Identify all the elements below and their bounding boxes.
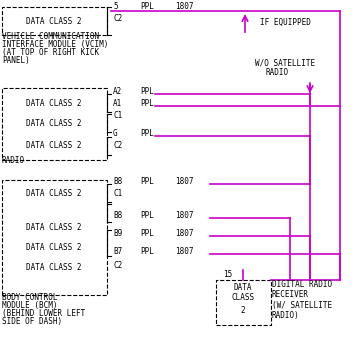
Text: G: G <box>113 129 118 138</box>
Text: C1: C1 <box>113 111 122 120</box>
Text: PPL: PPL <box>140 177 154 186</box>
Text: RECEIVER: RECEIVER <box>272 290 309 299</box>
Text: PPL: PPL <box>140 211 154 220</box>
Text: BODY CONTROL: BODY CONTROL <box>2 293 58 302</box>
Text: DATA CLASS 2: DATA CLASS 2 <box>26 17 82 26</box>
Text: PPL: PPL <box>140 229 154 238</box>
Text: C1: C1 <box>113 189 122 198</box>
Text: DATA CLASS 2: DATA CLASS 2 <box>26 141 82 149</box>
Text: INTERFACE MODULE (VCIM): INTERFACE MODULE (VCIM) <box>2 40 108 49</box>
Bar <box>2 180 107 295</box>
Text: DATA CLASS 2: DATA CLASS 2 <box>26 262 82 272</box>
Text: DATA: DATA <box>234 283 252 291</box>
Text: (BEHIND LOWER LEFT: (BEHIND LOWER LEFT <box>2 309 85 318</box>
Text: C2: C2 <box>113 14 122 23</box>
Text: A2: A2 <box>113 87 122 96</box>
Text: (AT TOP OF RIGHT KICK: (AT TOP OF RIGHT KICK <box>2 48 99 57</box>
Text: B7: B7 <box>113 247 122 256</box>
Text: C2: C2 <box>113 141 122 150</box>
Text: 1807: 1807 <box>175 211 194 220</box>
Text: RADIO: RADIO <box>2 156 25 165</box>
Text: PPL: PPL <box>140 2 154 11</box>
Text: 15: 15 <box>223 270 232 279</box>
Text: DATA CLASS 2: DATA CLASS 2 <box>26 189 82 197</box>
Bar <box>2 7 107 35</box>
Text: 1807: 1807 <box>175 247 194 256</box>
Text: SIDE OF DASH): SIDE OF DASH) <box>2 317 62 326</box>
Text: PPL: PPL <box>140 99 154 108</box>
Text: A1: A1 <box>113 99 122 108</box>
Text: DATA CLASS 2: DATA CLASS 2 <box>26 223 82 231</box>
Text: DATA CLASS 2: DATA CLASS 2 <box>26 119 82 127</box>
Text: DIGITAL RADIO: DIGITAL RADIO <box>272 280 332 289</box>
Text: B9: B9 <box>113 229 122 238</box>
Text: RADIO): RADIO) <box>272 311 300 320</box>
Text: PPL: PPL <box>140 87 154 96</box>
Text: PANEL): PANEL) <box>2 56 30 65</box>
Text: B8: B8 <box>113 211 122 220</box>
Text: DATA CLASS 2: DATA CLASS 2 <box>26 242 82 252</box>
Text: 5: 5 <box>113 2 118 11</box>
Text: (W/ SATELLITE: (W/ SATELLITE <box>272 301 332 310</box>
Text: C2: C2 <box>113 261 122 270</box>
Text: B8: B8 <box>113 177 122 186</box>
Text: PPL: PPL <box>140 129 154 138</box>
Text: VEHICLE COMMUNICATION: VEHICLE COMMUNICATION <box>2 32 99 41</box>
Text: RADIO: RADIO <box>265 68 288 77</box>
Text: DATA CLASS 2: DATA CLASS 2 <box>26 99 82 108</box>
Text: CLASS: CLASS <box>231 293 254 301</box>
Text: IF EQUIPPED: IF EQUIPPED <box>260 18 311 27</box>
Text: 1807: 1807 <box>175 2 194 11</box>
Bar <box>216 280 271 325</box>
Bar <box>2 88 107 160</box>
Text: W/O SATELLITE: W/O SATELLITE <box>255 58 315 67</box>
Text: 2: 2 <box>241 306 245 315</box>
Text: 1807: 1807 <box>175 229 194 238</box>
Text: PPL: PPL <box>140 247 154 256</box>
Text: MODULE (BCM): MODULE (BCM) <box>2 301 58 310</box>
Text: 1807: 1807 <box>175 177 194 186</box>
